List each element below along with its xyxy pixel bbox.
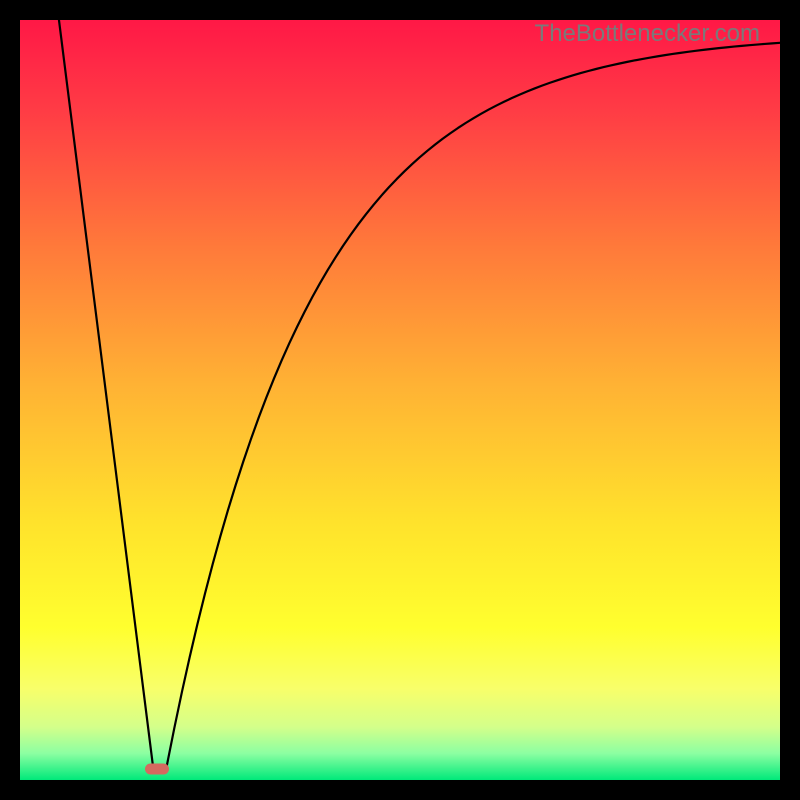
chart-frame: TheBottlenecker.com [0, 0, 800, 800]
curve-path [58, 12, 780, 766]
minimum-marker [145, 763, 169, 774]
bottleneck-curve [20, 20, 780, 780]
plot-area [20, 20, 780, 780]
attribution-text: TheBottlenecker.com [535, 20, 760, 48]
